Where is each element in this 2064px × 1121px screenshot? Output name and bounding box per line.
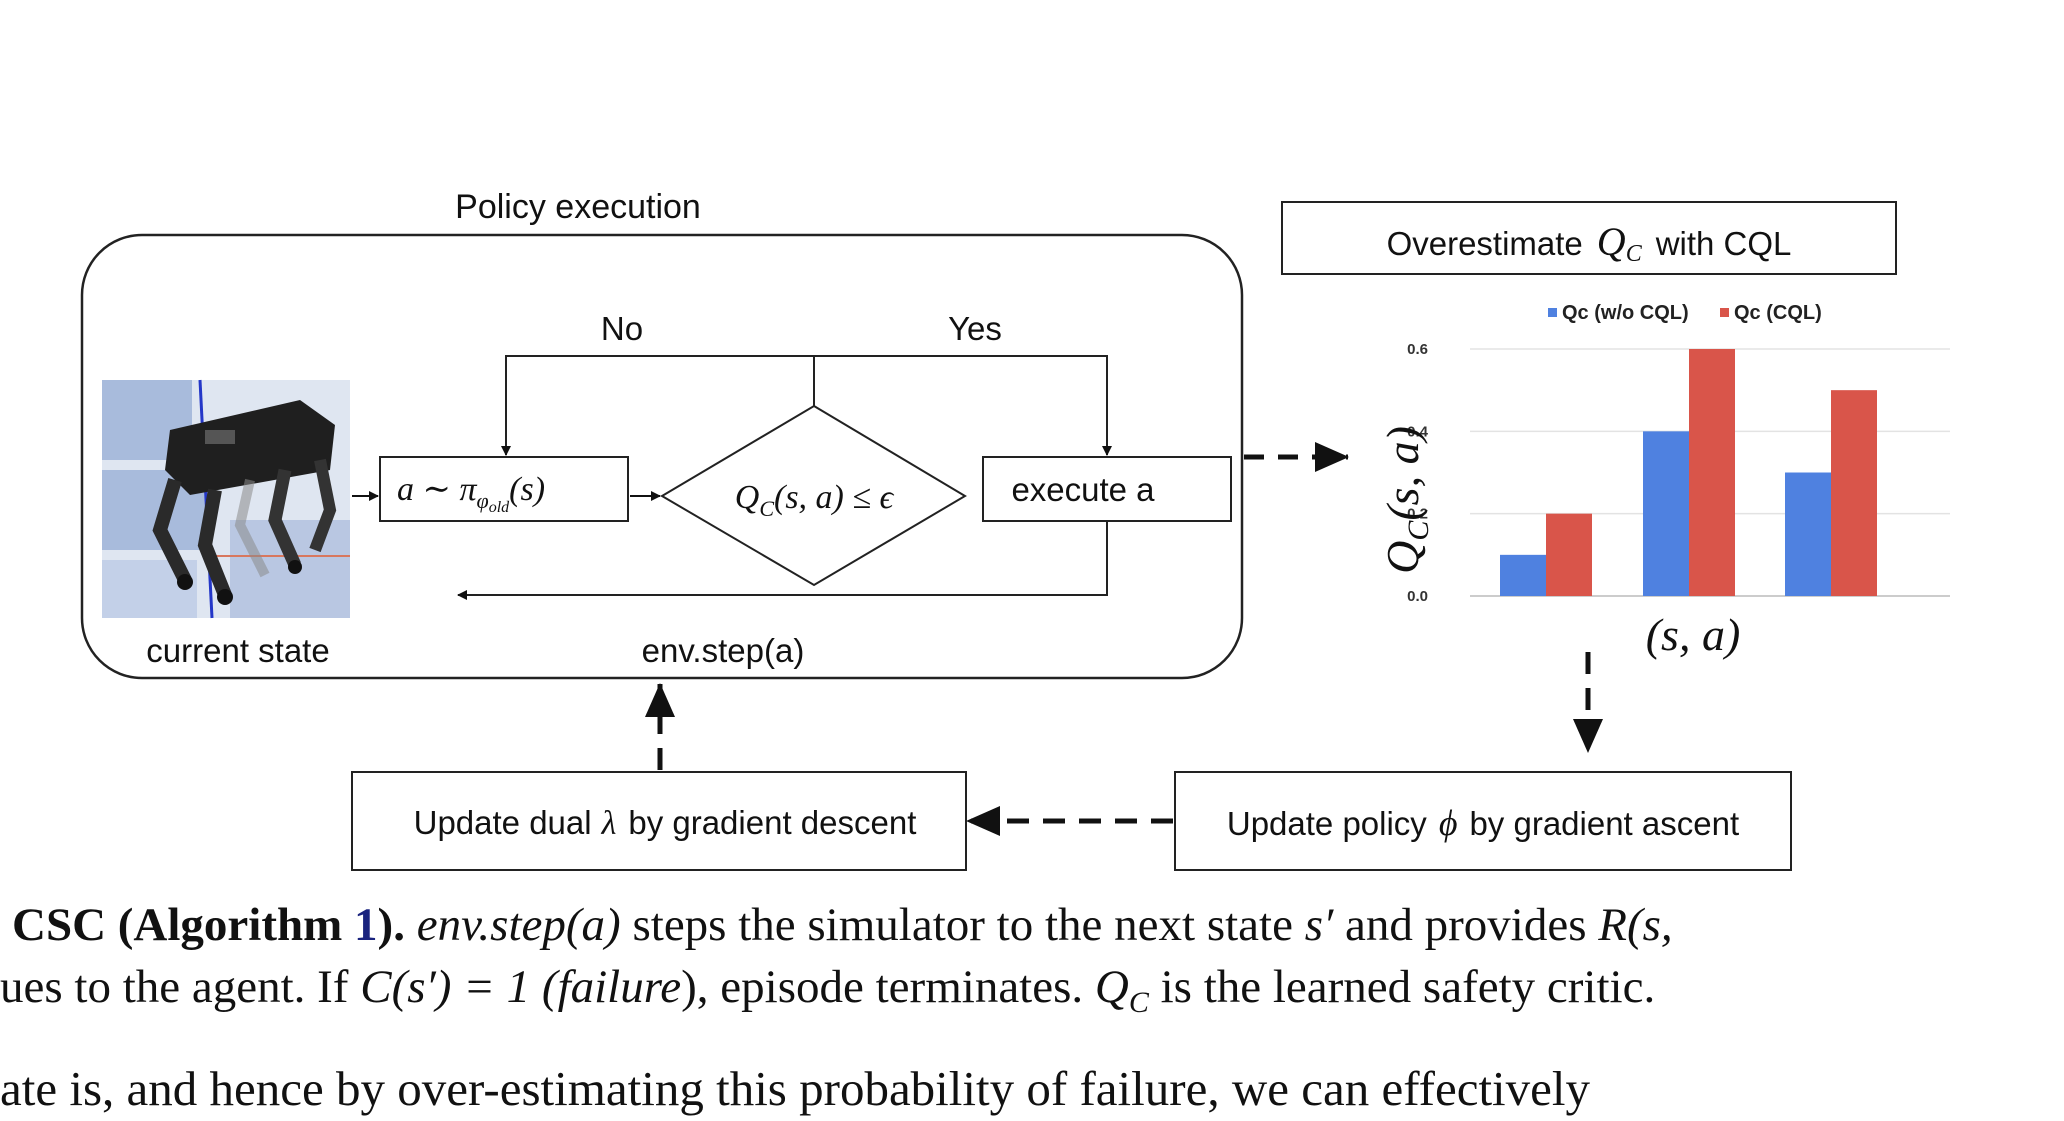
chart-legend-label: Qc (CQL): [1734, 302, 1822, 324]
update-policy-box: [1174, 771, 1792, 871]
chart-legend-label: Qc (w/o CQL): [1562, 302, 1689, 324]
condition-diamond: [660, 404, 967, 587]
chart-y-tick-label: 0.4: [1407, 423, 1429, 440]
policy-execution-box: [80, 233, 1244, 680]
chart-y-tick-label: 0.0: [1407, 588, 1428, 605]
chart-legend-swatch: [1720, 308, 1729, 317]
update-policy-label: Update policy ϕ by gradient ascent: [1227, 803, 1739, 843]
chart-bar: [1785, 472, 1831, 596]
update-dual-box: [351, 771, 967, 871]
execute-label: execute a: [1011, 471, 1155, 508]
chart-x-axis-label: (s, a): [1646, 609, 1741, 660]
no-branch-line: [501, 355, 815, 456]
chart-bar: [1689, 349, 1735, 596]
action-sample-formula: a ∼ πφold(s): [397, 471, 545, 516]
caption-line-1: CSC (Algorithm 1). env.step(a) steps the…: [12, 899, 1673, 951]
body-text-line: ate is, and hence by over-estimating thi…: [0, 1061, 1591, 1116]
env-step-label: env.step(a): [642, 632, 805, 669]
qc-bar-chart: 0.0 0.2 0.4 0.6 Qc (w/o CQL) Qc (CQL): [1407, 302, 1950, 605]
robot-state-image: [102, 379, 350, 619]
chart-y-tick-label: 0.6: [1407, 341, 1428, 358]
chart-legend-swatch: [1548, 308, 1557, 317]
policy-execution-label: Policy execution: [455, 188, 701, 226]
execute-box: [982, 456, 1232, 522]
return-line: [457, 521, 1108, 600]
chart-bar: [1546, 513, 1592, 596]
chart-bar: [1500, 554, 1546, 596]
chart-y-axis-label: QC(s, a): [1377, 426, 1435, 574]
overestimate-label: Overestimate QC with CQL: [1387, 219, 1792, 267]
no-label: No: [601, 310, 643, 347]
update-dual-label: Update dual λ by gradient descent: [414, 804, 917, 842]
overestimate-box: [1281, 201, 1897, 275]
current-state-label: current state: [146, 632, 329, 669]
chart-bar: [1643, 431, 1689, 596]
chart-bar: [1831, 390, 1877, 596]
condition-formula: QC(s, a) ≤ ϵ: [735, 479, 895, 521]
caption-line-2: ues to the agent. If C(s′) = 1 (failure)…: [0, 961, 1656, 1019]
chart-y-tick-label: 0.2: [1407, 506, 1428, 523]
action-sample-box: [379, 456, 629, 522]
yes-label: Yes: [948, 310, 1002, 347]
yes-branch-line: [814, 355, 1112, 456]
